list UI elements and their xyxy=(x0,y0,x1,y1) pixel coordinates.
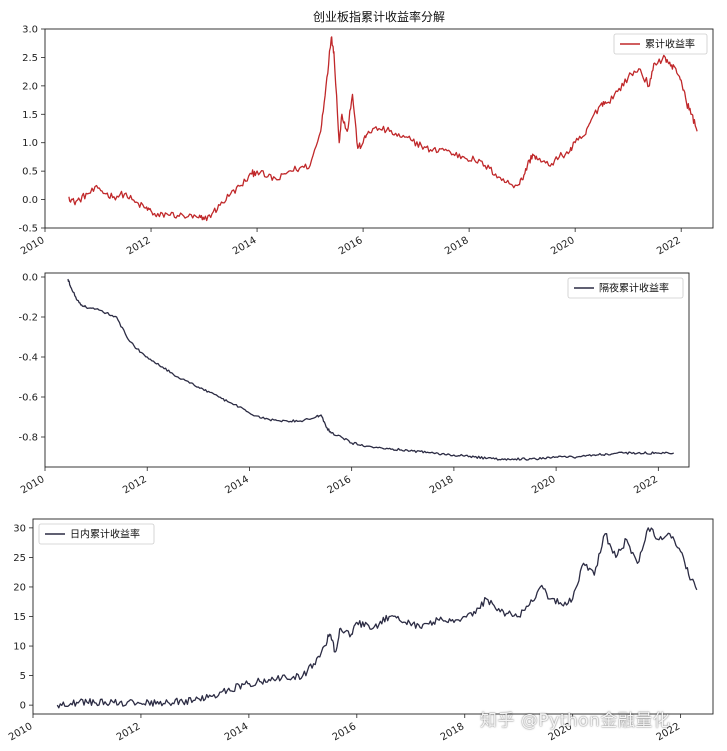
x-tick-label: 2016 xyxy=(337,235,365,257)
x-tick-label: 2020 xyxy=(530,474,558,496)
y-tick-label: 30 xyxy=(13,523,26,534)
y-tick-label: 2.5 xyxy=(22,53,38,64)
axes-frame xyxy=(44,28,714,229)
chart-cumulative-return: 创业板指累计收益率分解 -0.5 0.0 0.5 1.0 1.5 2.0 2.5 3.0 2010… xyxy=(18,9,714,257)
x-tick-label: 2014 xyxy=(223,474,251,496)
legend-label: 日内累计收益率 xyxy=(70,528,140,541)
legend-label: 累计收益率 xyxy=(645,38,695,51)
x-tick-label: 2022 xyxy=(632,474,660,496)
series-line xyxy=(67,278,674,461)
y-tick-label: 5 xyxy=(20,671,26,682)
y-tick-label: 25 xyxy=(13,553,26,564)
x-tick-label: 2018 xyxy=(443,235,471,257)
x-tick-label: 2022 xyxy=(655,235,683,257)
y-tick-label: -0.4 xyxy=(18,353,38,364)
y-tick-label: -0.5 xyxy=(18,224,38,235)
x-tick-label: 2012 xyxy=(121,474,149,496)
legend-box xyxy=(613,33,708,55)
x-tick-label: 2010 xyxy=(19,235,47,257)
x-tick-label: 2020 xyxy=(549,235,577,257)
y-tick-label: 0.0 xyxy=(22,273,38,284)
x-tick-label: 2018 xyxy=(428,474,456,496)
y-tick-label: 0.5 xyxy=(22,167,38,178)
watermark: 知乎 @Python金融量化 xyxy=(480,711,671,731)
y-tick-label: 1.0 xyxy=(22,138,38,149)
y-tick-label: 0.0 xyxy=(22,195,38,206)
legend-box xyxy=(567,277,684,299)
x-tick-label: 2014 xyxy=(231,235,259,257)
chart-title: 创业板指累计收益率分解 xyxy=(313,9,445,24)
axes-frame xyxy=(44,272,690,468)
series-line xyxy=(56,527,698,709)
x-tick-label: 2016 xyxy=(331,721,359,743)
y-tick-label: 2.0 xyxy=(22,81,38,92)
x-tick-label: 2014 xyxy=(223,721,251,743)
y-tick-label: 10 xyxy=(13,642,26,653)
x-tick-label: 2018 xyxy=(439,721,467,743)
legend-label: 隔夜累计收益率 xyxy=(599,282,669,295)
x-tick-label: 2010 xyxy=(7,721,35,743)
y-tick-label: 1.5 xyxy=(22,110,38,121)
y-tick-label: -0.6 xyxy=(18,393,38,404)
y-tick-label: 15 xyxy=(13,612,26,623)
legend-box xyxy=(38,523,155,545)
x-tick-label: 2016 xyxy=(326,474,354,496)
x-tick-label: 2012 xyxy=(125,235,153,257)
y-tick-label: -0.8 xyxy=(18,433,38,444)
chart-overnight-return: -0.8 -0.6 -0.4 -0.2 0.0 2010 2012 2014 2016 2018 2… xyxy=(18,272,690,496)
y-tick-label: -0.2 xyxy=(18,313,38,324)
x-tick-label: 2010 xyxy=(19,474,47,496)
y-tick-label: 0 xyxy=(20,701,26,712)
y-tick-label: 20 xyxy=(13,582,26,593)
series-line xyxy=(68,36,698,222)
x-tick-label: 2012 xyxy=(115,721,143,743)
y-tick-label: 3.0 xyxy=(22,25,38,36)
